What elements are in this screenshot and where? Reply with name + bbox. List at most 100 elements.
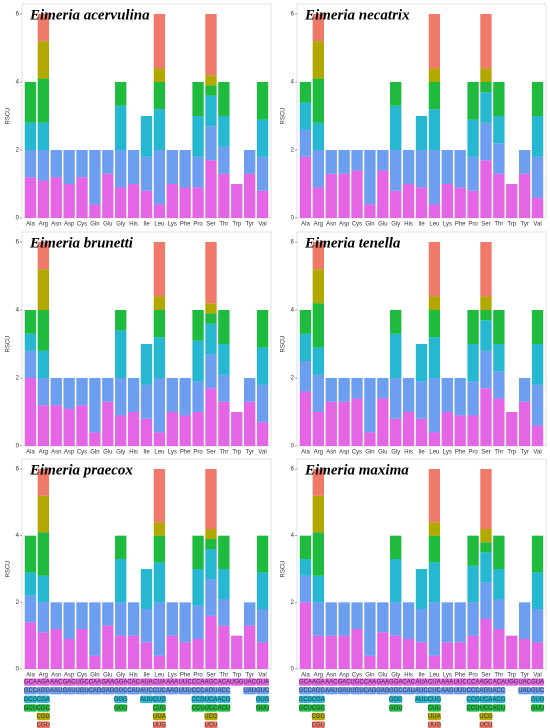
codon-label: GUA xyxy=(256,680,269,686)
bar-segment xyxy=(402,602,415,639)
bar-segment xyxy=(192,310,204,341)
codon-box xyxy=(230,678,244,686)
bar-segment xyxy=(312,269,325,304)
y-axis-label: RSCU xyxy=(6,107,12,124)
bar-segment xyxy=(467,190,479,218)
bar-segment xyxy=(299,575,312,603)
bar-segment xyxy=(493,599,505,629)
bar-segment xyxy=(441,184,453,218)
bar-segment xyxy=(428,655,441,669)
bar-segment xyxy=(205,85,217,96)
bar-segment xyxy=(377,170,389,218)
bar-segment xyxy=(467,415,479,446)
codon-label: CAU xyxy=(127,688,140,694)
bar-segment xyxy=(166,378,178,412)
bar-segment xyxy=(415,187,428,218)
bar-segment xyxy=(531,384,544,426)
codon-label: UAC xyxy=(243,680,256,686)
codon-box xyxy=(505,678,519,686)
bar-segment xyxy=(37,575,50,603)
y-tick-label: 0 xyxy=(291,216,295,222)
x-tick-label: Lys xyxy=(443,222,452,228)
bar-segment xyxy=(256,642,269,669)
x-tick-label: Phe xyxy=(455,222,466,228)
bar-segment xyxy=(467,565,479,603)
codon-label: CAC xyxy=(127,680,140,686)
bar-segment xyxy=(312,495,325,533)
bar-segment xyxy=(205,469,217,529)
bar-segment xyxy=(467,82,479,120)
codon-label: GGU xyxy=(114,705,128,711)
bar-segment xyxy=(37,122,50,150)
codon-label: UUU xyxy=(179,688,192,694)
codon-label: CGC xyxy=(37,705,51,711)
codon-box xyxy=(191,695,205,703)
bar-segment xyxy=(415,418,428,446)
bar-segment xyxy=(299,361,312,392)
codon-box xyxy=(427,678,441,686)
codon-label: CUG xyxy=(428,697,442,703)
bar-segment xyxy=(192,82,204,116)
bar-segment xyxy=(480,542,492,553)
codon-box xyxy=(88,687,102,695)
codon-label: UAC xyxy=(518,680,531,686)
bar-segment xyxy=(37,180,50,218)
codon-label: GUG xyxy=(256,697,270,703)
codon-box xyxy=(152,678,166,686)
codon-label: UGU xyxy=(350,688,363,694)
bar-segment xyxy=(480,92,492,123)
bar-segment xyxy=(480,388,492,446)
x-tick-label: Phe xyxy=(180,222,191,228)
x-tick-label: Gln xyxy=(90,450,99,456)
bar-segment xyxy=(428,522,441,536)
bar-segment xyxy=(24,82,37,123)
y-tick-label: 6 xyxy=(16,240,20,246)
bar-segment xyxy=(518,378,531,402)
bar-segment xyxy=(480,14,492,69)
x-tick-label: Trp xyxy=(507,673,516,679)
bar-segment xyxy=(299,129,312,157)
codon-box xyxy=(518,678,532,686)
x-tick-label: Gly xyxy=(116,222,125,228)
y-tick-label: 6 xyxy=(291,467,295,473)
codon-label: CUU xyxy=(428,705,441,711)
bar-segment xyxy=(493,344,505,372)
bar-segment xyxy=(102,378,114,402)
codon-box xyxy=(440,687,454,695)
bar-segment xyxy=(115,330,127,378)
x-tick-label: Glu xyxy=(103,222,112,228)
codon-box xyxy=(402,678,416,686)
x-tick-label: Arg xyxy=(39,673,48,679)
codon-box xyxy=(363,678,377,686)
bar-segment xyxy=(153,109,166,150)
bar-segment xyxy=(351,398,363,446)
codon-box xyxy=(479,704,493,712)
x-tick-label: Val xyxy=(533,450,541,456)
codon-label: UGU xyxy=(75,688,88,694)
codon-box xyxy=(24,695,37,703)
codon-label: CGU xyxy=(312,723,325,728)
x-tick-label: Ile xyxy=(418,450,425,456)
x-tick-label: Ser xyxy=(481,673,490,679)
y-tick-label: 0 xyxy=(291,444,295,450)
bar-segment xyxy=(24,595,37,623)
bar-segment xyxy=(24,333,37,351)
bar-segment xyxy=(218,146,230,174)
codon-box xyxy=(531,678,544,686)
panel: 0 2 4 6 RSCU Ala Arg Asn Asp Cys Gln Glu Gly His Ile Le… xyxy=(6,231,272,456)
bar-segment xyxy=(89,204,101,218)
y-tick-label: 0 xyxy=(16,667,20,673)
y-axis-label: RSCU xyxy=(6,560,12,577)
codon-box xyxy=(36,695,50,703)
x-tick-label: Asp xyxy=(339,673,350,679)
bar-segment xyxy=(480,529,492,543)
x-tick-label: Leu xyxy=(429,673,439,679)
codon-box xyxy=(492,704,506,712)
codon-label: CAG xyxy=(88,688,101,694)
codon-label: AGA xyxy=(312,680,325,686)
bar-segment xyxy=(179,150,191,188)
codon-box xyxy=(427,712,441,721)
codon-label: GCA xyxy=(299,680,312,686)
codon-label: AGC xyxy=(479,680,493,686)
bar-segment xyxy=(518,173,531,218)
